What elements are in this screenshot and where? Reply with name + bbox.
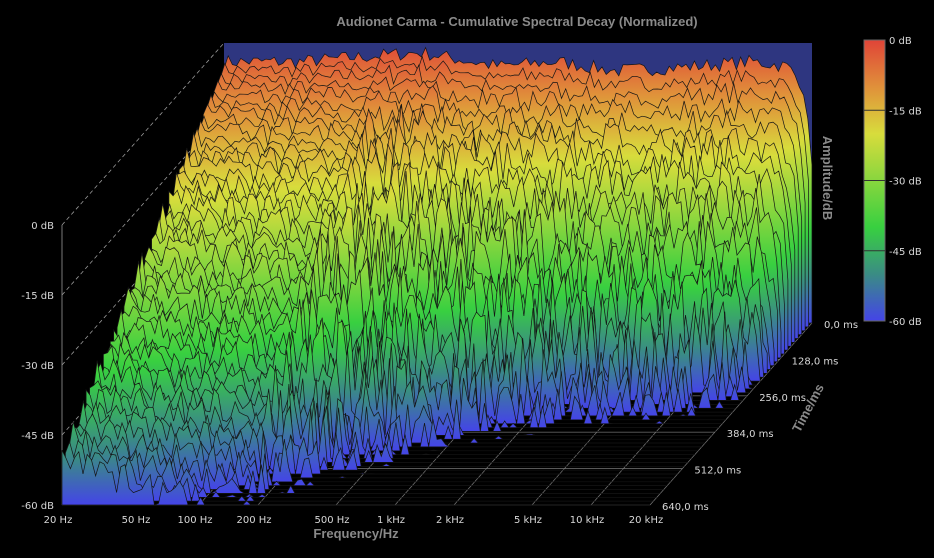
x-tick-label: 20 kHz [629,515,663,526]
decay-slice [61,450,650,506]
x-gridline [649,322,813,506]
colorbar-tick-label: -15 dB [889,106,922,117]
x-tick-label: 50 Hz [122,515,151,526]
x-tick-label: 100 Hz [177,515,212,526]
y-tick-label: -60 dB [21,501,54,512]
z-tick-label: 256,0 ms [759,393,806,404]
y-axis-label: Amplitude/dB [820,136,835,221]
x-tick-label: 5 kHz [514,515,542,526]
x-tick-label: 2 kHz [436,515,464,526]
z-tick-label: 128,0 ms [792,356,839,367]
y-tick-label: -15 dB [21,291,54,302]
colorbar-tick-label: 0 dB [889,36,912,47]
x-ticks: 20 Hz 50 Hz 100 Hz 200 Hz 500 Hz 1 kHz 2 kHz 5 … [44,515,664,526]
y-gridline [61,42,225,226]
z-ticks: 0,0 ms 128,0 ms 256,0 ms 384,0 ms 512,0 ms 64… [662,320,858,513]
x-tick-label: 1 kHz [377,515,405,526]
colorbar-ticks: 0 dB -15 dB -30 dB -45 dB -60 dB [864,36,922,328]
y-ticks: 0 dB -15 dB -30 dB -45 dB -60 dB [21,221,54,512]
z-tick-label: 384,0 ms [727,429,774,440]
colorbar-tick-label: -60 dB [889,317,922,328]
y-tick-label: -45 dB [21,431,54,442]
x-axis-label: Frequency/Hz [313,526,399,541]
z-tick-label: 640,0 ms [662,502,709,513]
x-tick-label: 500 Hz [314,515,349,526]
colorbar-tick-label: -45 dB [889,247,922,258]
y-tick-label: 0 dB [31,221,54,232]
colorbar-tick-label: -30 dB [889,177,922,188]
y-tick-label: -30 dB [21,361,54,372]
chart-title: Audionet Carma - Cumulative Spectral Dec… [336,14,697,29]
z-axis-label: Time/ms [789,381,827,434]
x-tick-label: 200 Hz [236,515,271,526]
x-tick-label: 20 Hz [44,515,73,526]
z-tick-label: 512,0 ms [694,466,741,477]
decay-slice [82,401,671,483]
x-tick-label: 10 kHz [570,515,604,526]
decay-slices [61,46,813,506]
z-tick-label: 0,0 ms [824,320,858,331]
